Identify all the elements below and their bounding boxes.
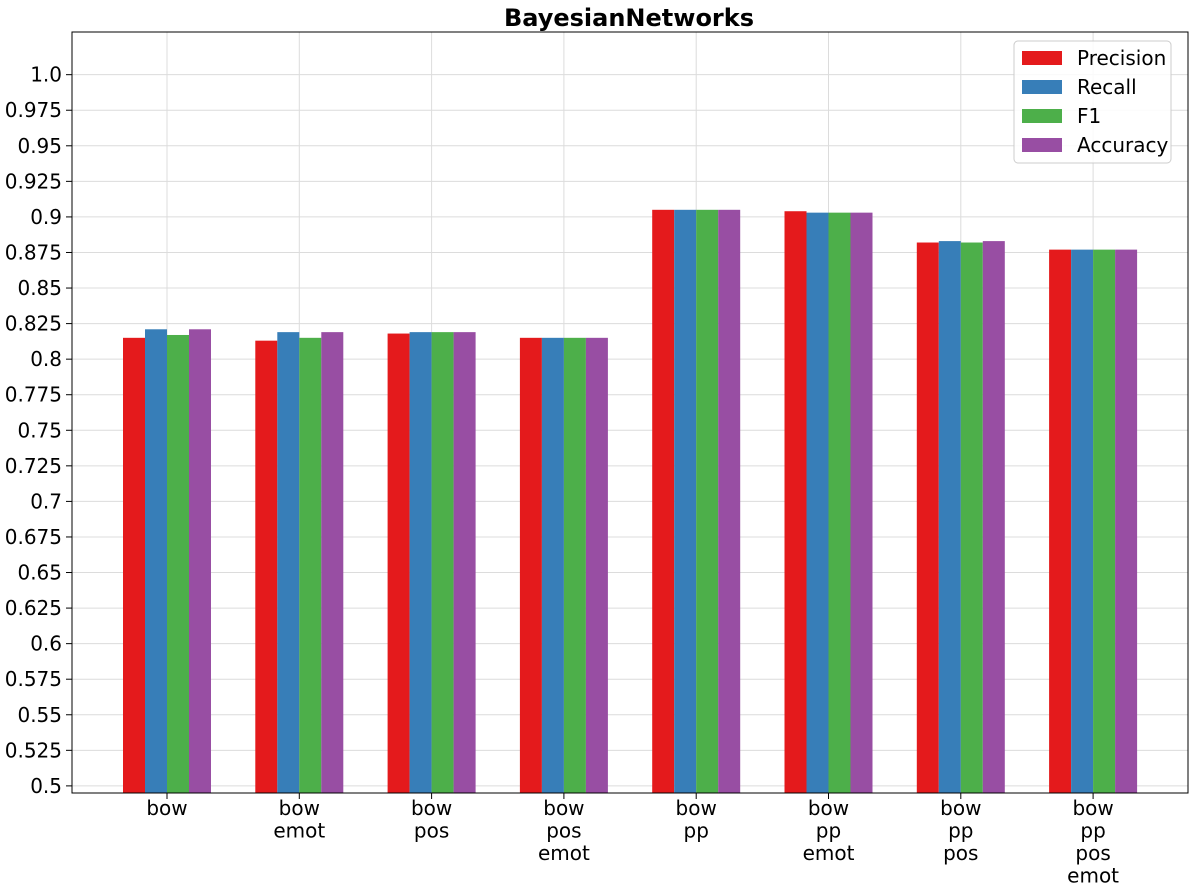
- plot-area-frame: [71, 31, 1189, 794]
- bar-accuracy-5: [850, 212, 873, 793]
- x-tick-label-line: pos: [414, 819, 449, 843]
- y-tick-label: 0.825: [5, 312, 62, 336]
- bar-precision-7: [1049, 249, 1072, 793]
- y-tick-label: 0.875: [5, 240, 62, 264]
- bar-accuracy-3: [585, 337, 608, 793]
- chart-title: BayesianNetworks: [504, 4, 754, 32]
- bar-recall-5: [806, 212, 829, 793]
- y-tick-label: 0.55: [17, 703, 62, 727]
- y-tick-label: 0.925: [5, 169, 62, 193]
- x-tick-label-line: bow: [1072, 796, 1113, 820]
- x-tick-label-line: emot: [1067, 864, 1119, 888]
- bar-accuracy-1: [321, 332, 344, 793]
- y-tick-label: 0.625: [5, 596, 62, 620]
- bar-precision-6: [916, 242, 939, 793]
- bar-recall-7: [1071, 249, 1094, 793]
- bar-precision-0: [123, 337, 145, 793]
- legend-label-f1: F1: [1077, 104, 1101, 128]
- bar-precision-5: [784, 211, 807, 793]
- x-tick-label-line: pp: [1080, 819, 1105, 843]
- x-tick-label: bow pp emot: [803, 796, 855, 865]
- x-tick-label-line: bow: [808, 796, 849, 820]
- bar-recall-6: [938, 241, 961, 794]
- y-tick-label: 0.85: [17, 276, 62, 300]
- legend-swatch-f1: [1022, 109, 1062, 123]
- x-tick-label: bow pos: [411, 796, 452, 843]
- bar-f1-7: [1093, 249, 1116, 793]
- bar-recall-3: [541, 337, 564, 793]
- bar-precision-1: [255, 340, 278, 793]
- x-tick-label-line: bow: [940, 796, 981, 820]
- legend-swatch-accuracy: [1022, 138, 1062, 152]
- bar-accuracy-7: [1115, 249, 1138, 793]
- bar-precision-3: [519, 337, 542, 793]
- x-tick-label-line: pp: [816, 819, 841, 843]
- y-tick-label: 0.7: [30, 489, 62, 513]
- x-tick-label: bow pp: [676, 796, 717, 843]
- legend-frame: [1013, 40, 1172, 164]
- bars: [123, 209, 1138, 794]
- bar-f1-3: [563, 337, 586, 793]
- legend-label-recall: Recall: [1077, 75, 1137, 99]
- y-tick-label: 0.8: [30, 347, 62, 371]
- bar-f1-6: [960, 242, 983, 793]
- bar-recall-0: [145, 329, 167, 793]
- y-tick-label: 0.95: [17, 134, 62, 158]
- y-tick-label: 0.525: [5, 738, 62, 762]
- x-tick-label-line: pp: [948, 819, 973, 843]
- bar-recall-2: [409, 332, 432, 793]
- bar-accuracy-2: [453, 332, 476, 793]
- legend-swatch-precision: [1022, 51, 1062, 65]
- legend-label-precision: Precision: [1077, 46, 1166, 70]
- y-tick-label: 0.575: [5, 667, 62, 691]
- x-tick-label-line: bow: [676, 796, 717, 820]
- x-tick-label-line: pp: [684, 819, 709, 843]
- y-tick-label: 0.975: [5, 98, 62, 122]
- y-tick-label: 0.6: [30, 632, 62, 656]
- x-tick-label: bow pp pos: [940, 796, 981, 865]
- y-tick-label: 0.5: [30, 774, 62, 798]
- bar-f1-2: [431, 332, 454, 793]
- x-tick-label-line: bow: [543, 796, 584, 820]
- y-tick-label: 0.675: [5, 525, 62, 549]
- y-axis: 0.5 0.525 0.55 0.575 0.6 0.625 0.65 0.675 0.7 0.7…: [5, 63, 72, 798]
- x-tick-label-line: emot: [803, 841, 855, 865]
- x-tick-label-line: emot: [273, 819, 325, 843]
- x-tick-label-line: pos: [1075, 841, 1110, 865]
- x-tick-label-line: emot: [538, 841, 590, 865]
- bar-f1-5: [828, 212, 851, 793]
- bar-precision-2: [387, 333, 410, 793]
- bar-recall-1: [277, 332, 300, 793]
- y-tick-label: 0.775: [5, 383, 62, 407]
- y-tick-label: 0.725: [5, 454, 62, 478]
- legend: Precision Recall F1 Accuracy: [1013, 40, 1172, 164]
- bar-f1-0: [167, 334, 189, 793]
- x-tick-label-line: pos: [943, 841, 978, 865]
- y-tick-label: 0.65: [17, 561, 62, 585]
- x-tick-label-line: bow: [279, 796, 320, 820]
- x-tick-label: bow pp pos emot: [1067, 796, 1119, 888]
- bar-precision-4: [652, 209, 675, 794]
- bar-f1-4: [696, 209, 719, 794]
- bar-accuracy-6: [982, 241, 1005, 794]
- y-tick-label: 0.9: [30, 205, 62, 229]
- x-tick-label: bow pos emot: [538, 796, 590, 865]
- legend-label-accuracy: Accuracy: [1077, 133, 1168, 157]
- legend-swatch-recall: [1022, 80, 1062, 94]
- y-tick-label: 1.0: [30, 63, 62, 87]
- x-tick-label-line: bow: [146, 796, 187, 820]
- x-tick-label-line: pos: [546, 819, 581, 843]
- x-tick-label: bow emot: [273, 796, 325, 843]
- x-tick-label: bow: [146, 796, 187, 820]
- bar-accuracy-4: [718, 209, 741, 794]
- bar-recall-4: [674, 209, 697, 794]
- bar-accuracy-0: [189, 329, 211, 793]
- x-tick-label-line: bow: [411, 796, 452, 820]
- y-tick-label: 0.75: [17, 418, 62, 442]
- bar-f1-1: [299, 337, 322, 793]
